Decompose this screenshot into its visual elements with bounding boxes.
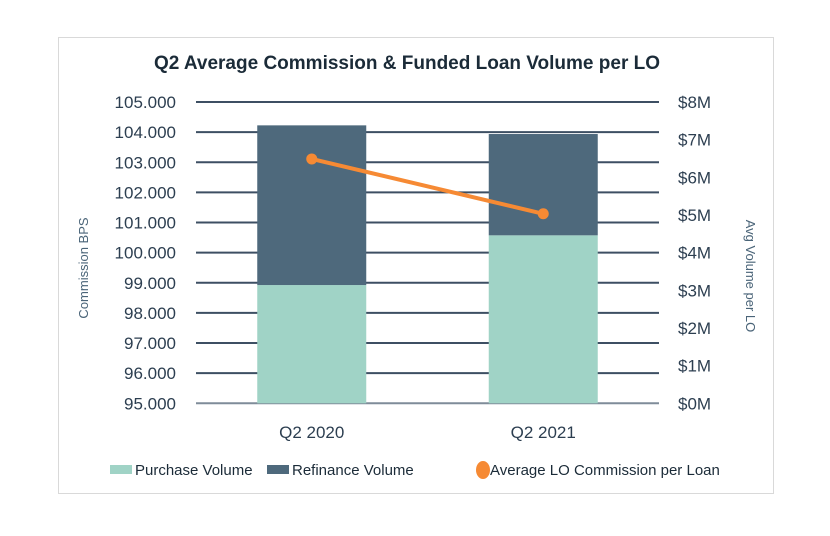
left-tick-label: 105.000 [115, 93, 176, 112]
legend-swatch [267, 465, 289, 474]
left-tick-label: 104.000 [115, 123, 176, 142]
left-tick-label: 95.000 [124, 394, 176, 413]
right-axis-label: Avg Volume per LO [743, 220, 758, 333]
left-tick-label: 100.000 [115, 244, 176, 263]
legend: Purchase Volume Refinance Volume Average L… [110, 461, 720, 479]
bar-refinance-volume [257, 125, 367, 286]
right-tick-label: $8M [678, 93, 711, 112]
bars [257, 125, 598, 404]
legend-swatch [110, 465, 132, 474]
bar-purchase-volume [257, 285, 367, 404]
legend-label: Average LO Commission per Loan [490, 462, 720, 479]
chart-card [58, 37, 774, 494]
line-point [537, 208, 549, 220]
right-tick-label: $7M [678, 131, 711, 150]
right-tick-label: $6M [678, 168, 711, 187]
left-tick-label: 97.000 [124, 334, 176, 353]
right-tick-label: $1M [678, 357, 711, 376]
line-point [306, 153, 318, 165]
chart-title: Q2 Average Commission & Funded Loan Volu… [154, 53, 660, 74]
legend-item: Average LO Commission per Loan [476, 461, 720, 479]
bar-refinance-volume [488, 134, 598, 236]
x-tick-label: Q2 2020 [279, 423, 344, 442]
legend-label: Refinance Volume [292, 462, 414, 479]
legend-label: Purchase Volume [135, 462, 253, 479]
left-tick-label: 96.000 [124, 364, 176, 383]
bar-purchase-volume [488, 235, 598, 404]
left-tick-label: 98.000 [124, 304, 176, 323]
x-tick-label: Q2 2021 [511, 423, 576, 442]
line-path [311, 156, 544, 216]
legend-item: Refinance Volume [267, 462, 414, 479]
right-tick-label: $5M [678, 206, 711, 225]
right-tick-label: $2M [678, 319, 711, 338]
legend-marker [476, 461, 490, 479]
x-axis-ticks: Q2 2020 Q2 2021 [279, 423, 576, 442]
left-axis-ticks: 95.000 96.000 97.000 98.000 99.000 100.000 101… [115, 93, 176, 413]
legend-item: Purchase Volume [110, 462, 253, 479]
right-tick-label: $4M [678, 244, 711, 263]
left-tick-label: 103.000 [115, 153, 176, 172]
right-tick-label: $3M [678, 281, 711, 300]
right-tick-label: $0M [678, 394, 711, 413]
left-axis-label: Commission BPS [76, 217, 91, 318]
left-tick-label: 101.000 [115, 214, 176, 233]
left-tick-label: 99.000 [124, 274, 176, 293]
right-axis-ticks: $0M $1M $2M $3M $4M $5M $6M $7M $8M [678, 93, 711, 413]
line-series [306, 153, 549, 220]
left-tick-label: 102.000 [115, 183, 176, 202]
